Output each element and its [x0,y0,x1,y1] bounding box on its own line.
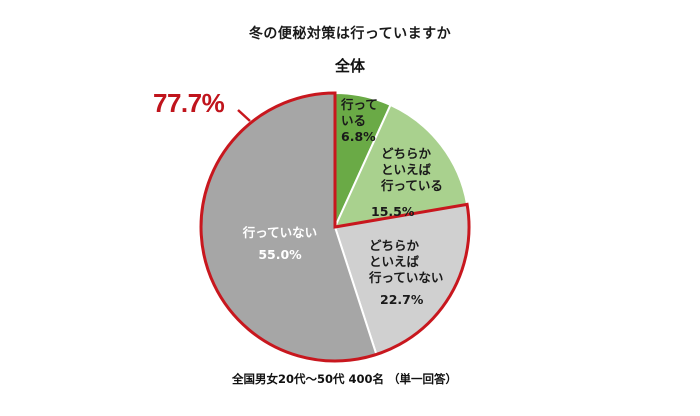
highlight-total-label: 77.7% [153,88,225,118]
slice-label-somewhat-doing: どちらか といえば 行っている 15.5% [371,146,443,220]
slice-value: 55.0% [258,247,302,262]
slice-label-text: 行っていない [369,270,444,285]
highlight-leader-line [237,109,251,122]
slice-label-text: どちらか [369,238,420,253]
slice-label-text: 行っていない [242,225,318,240]
slice-value: 6.8% [341,129,376,144]
slice-label-doing: 行って いる 6.8% [341,97,378,145]
highlight-outline [199,91,471,363]
slice-label-text: 行って [341,97,378,112]
slice-somewhat-doing [333,103,469,229]
slice-label-not-doing: 行っていない 55.0% [230,222,330,266]
slice-label-text: いる [341,113,367,128]
slice-label-text: といえば [369,254,420,269]
slice-value: 15.5% [371,204,415,219]
slice-label-text: といえば [381,162,432,177]
slice-label-text: 行っている [381,178,443,193]
chart-title: 冬の便秘対策は行っていますか [248,26,452,42]
slice-value: 22.7% [380,292,424,307]
footnote: 全国男女20代～50代 400名 （単一回答） [232,372,458,386]
slice-label-somewhat-not-doing: どちらか といえば 行っていない 22.7% [369,238,443,308]
chart-subtitle: 全体 [334,57,365,75]
slice-label-text: どちらか [381,146,432,161]
